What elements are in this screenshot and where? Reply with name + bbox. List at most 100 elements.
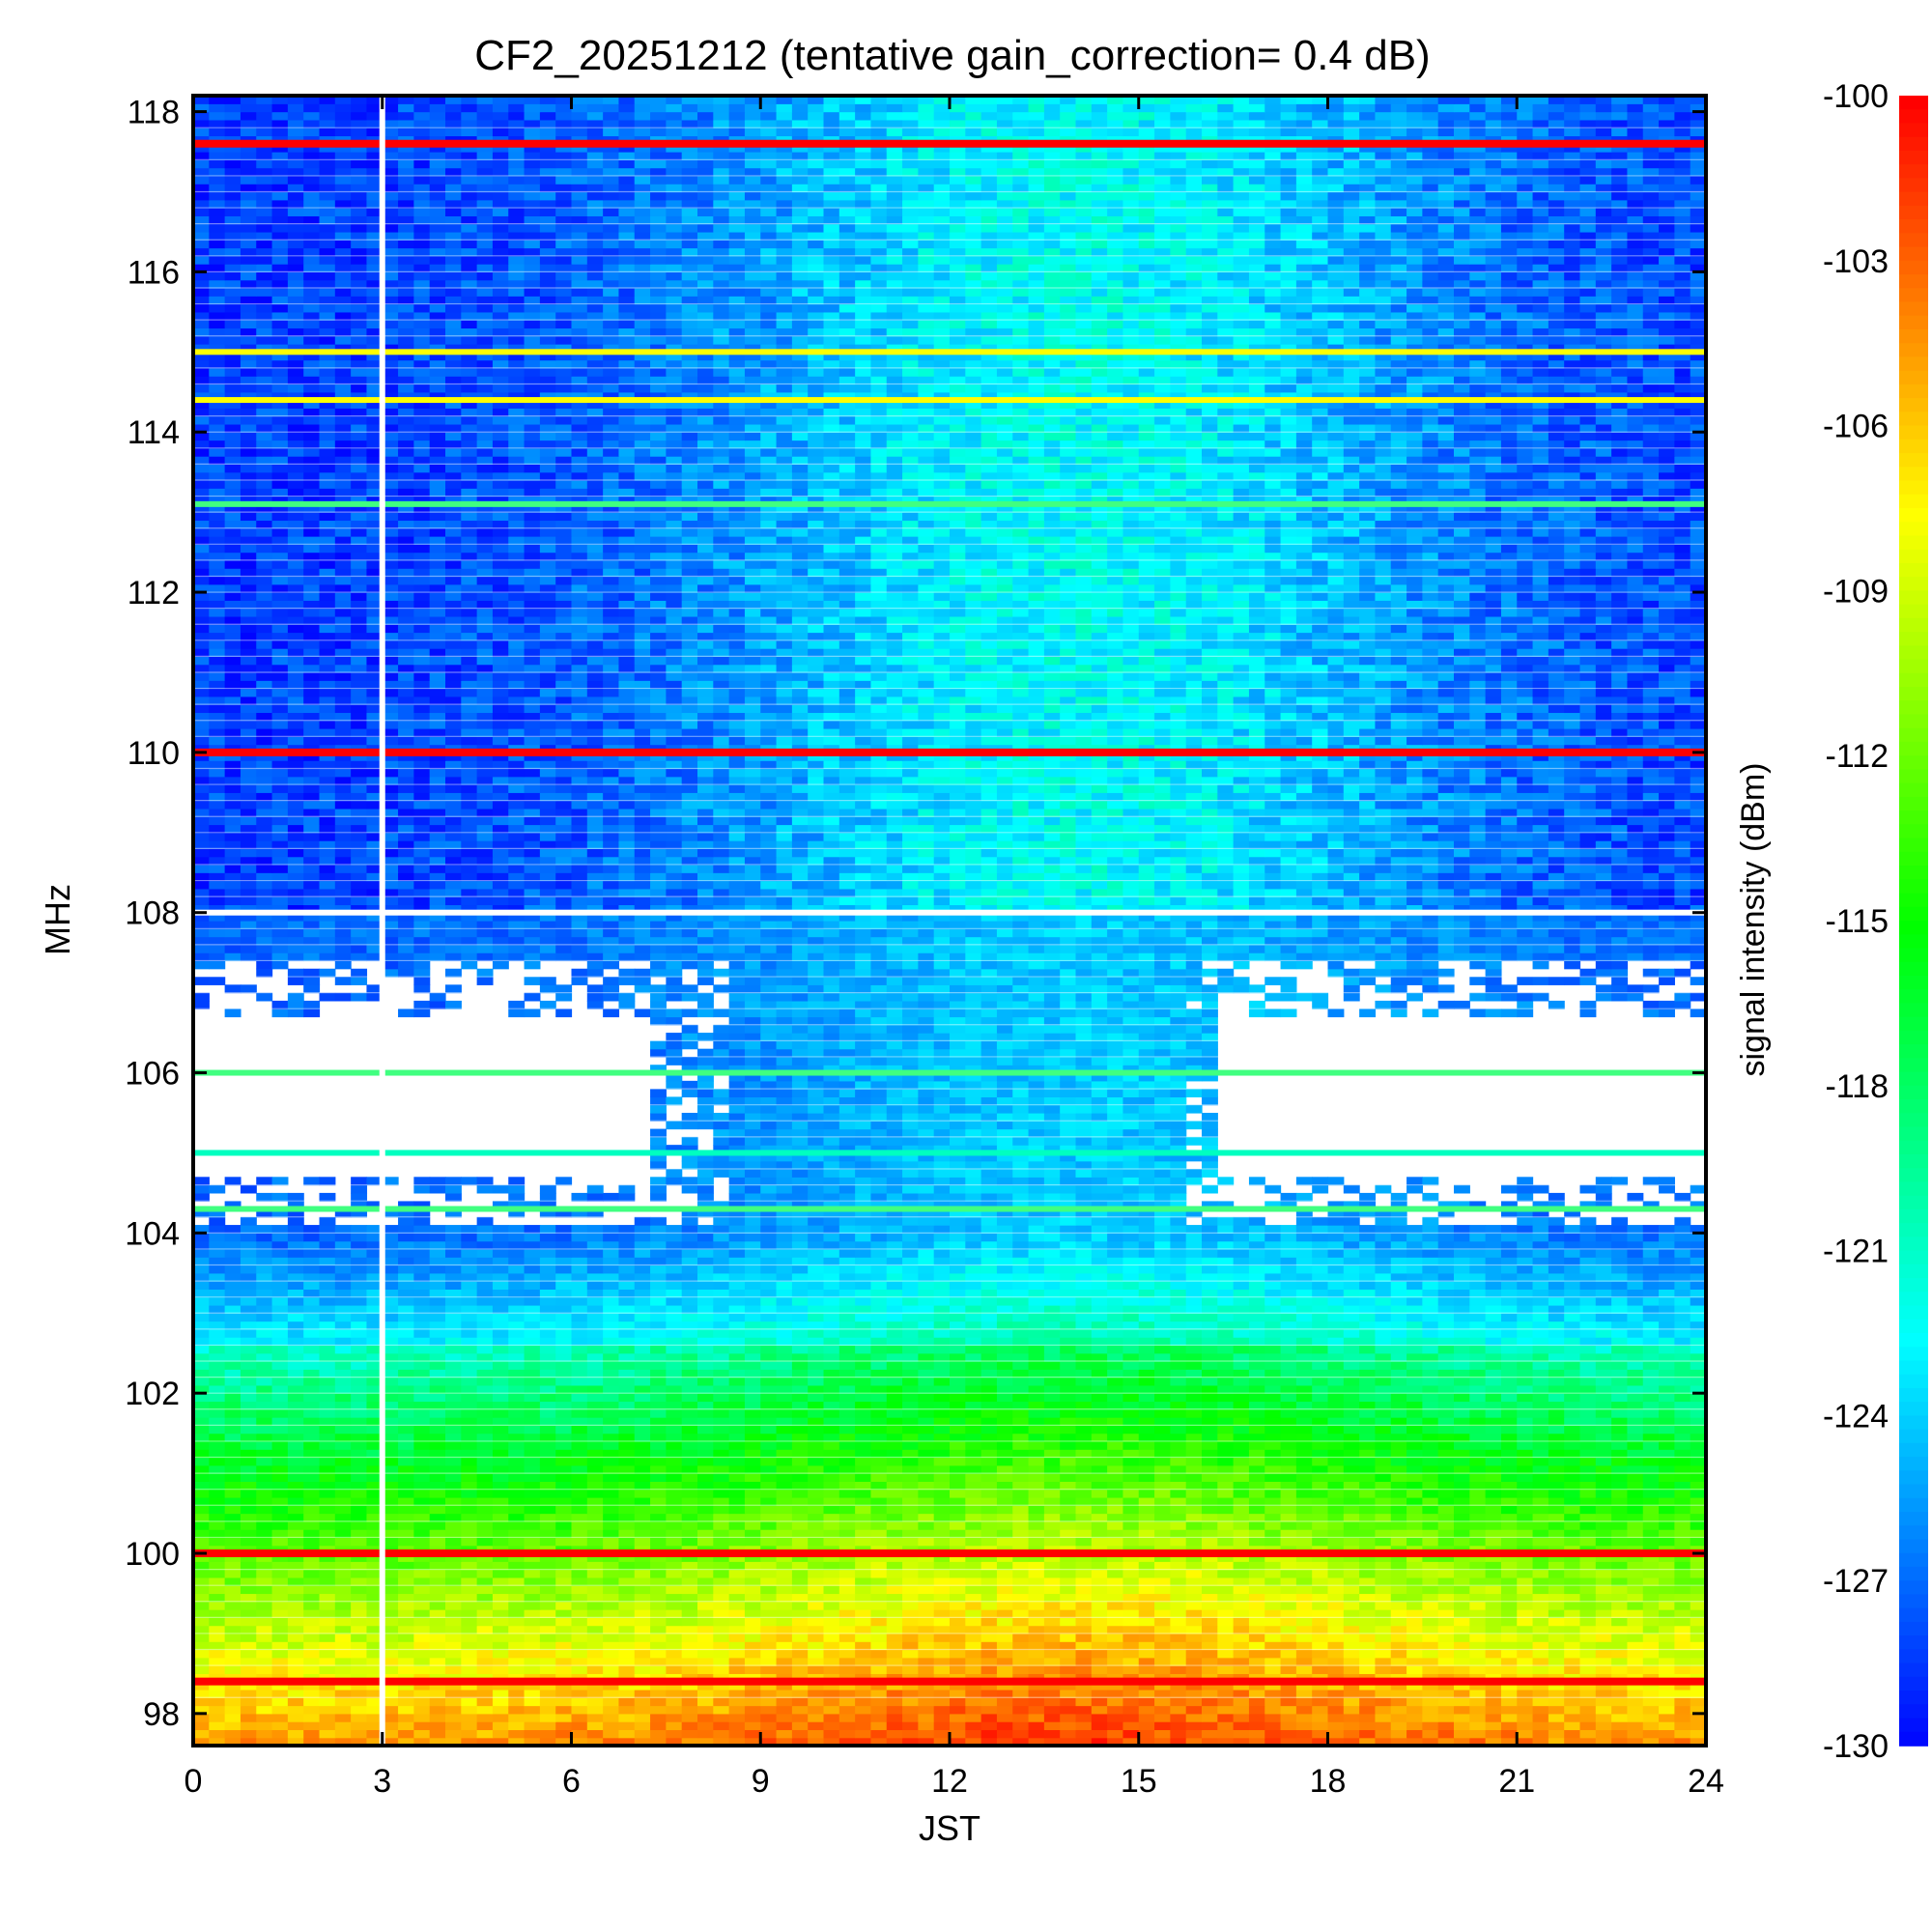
heatmap-cell [760,1593,778,1603]
heatmap-cell [1295,1361,1313,1370]
heatmap-cell [334,1737,352,1747]
heatmap-cell [1122,1328,1140,1338]
heatmap-cell [1154,1737,1171,1747]
heatmap-cell [1517,1384,1534,1394]
heatmap-cell [902,1729,919,1739]
heatmap-cell [1060,1737,1077,1747]
heatmap-cell [271,1481,289,1491]
heatmap-cell [1202,1337,1218,1347]
heatmap-cell [870,1561,888,1571]
heatmap-cell [539,1440,556,1450]
heatmap-cell [382,1328,399,1338]
heatmap-cell [508,1569,526,1578]
heatmap-cell [666,1505,683,1515]
heatmap-cell [838,1384,856,1394]
heatmap-cell [1091,1377,1108,1386]
heatmap-cell [1327,1513,1345,1522]
heatmap-cell [1564,1713,1581,1722]
heatmap-cell [1264,1464,1282,1474]
heatmap-cell [571,1705,588,1715]
heatmap-cell [1312,1593,1329,1603]
heatmap-cell [1500,1665,1518,1674]
heatmap-cell [870,1433,888,1442]
heatmap-cell [539,1657,556,1666]
heatmap-cell [366,1520,384,1530]
heatmap-cell [445,1585,462,1595]
heatmap-cell [1202,1689,1218,1698]
heatmap-cell [1611,1440,1629,1450]
heatmap-cell [1075,1328,1093,1338]
heatmap-cell [855,1633,872,1642]
heatmap-cell [209,1464,226,1474]
heatmap-cell [209,1593,226,1603]
heatmap-cell [1375,1657,1392,1666]
heatmap-cell [1454,1464,1470,1474]
heatmap-cell [1295,1729,1313,1739]
heatmap-cell [429,1609,446,1618]
heatmap-cell [980,1625,998,1634]
heatmap-cell [303,1529,321,1539]
heatmap-cell [271,1401,289,1410]
heatmap-cell [1390,1481,1407,1491]
heatmap-cell [555,1617,573,1627]
heatmap-cell [697,1520,714,1530]
heatmap-cell [1122,1625,1140,1634]
heatmap-cell [650,1489,667,1498]
heatmap-cell [1390,1657,1407,1666]
heatmap-cell [838,1553,856,1562]
heatmap-cell [744,1473,761,1482]
heatmap-cell [1154,1553,1171,1562]
heatmap-cell [1375,1737,1392,1747]
heatmap-cell [209,1537,226,1547]
heatmap-cell [1075,1577,1093,1586]
heatmap-cell [398,1633,414,1642]
heatmap-cell [271,1440,289,1450]
heatmap-cell [760,1601,778,1610]
heatmap-cell [1107,1713,1124,1722]
heatmap-cell [918,1729,935,1739]
heatmap-cell [1202,1464,1218,1474]
heatmap-cell [1406,1569,1423,1578]
heatmap-cell [1627,1328,1644,1338]
heatmap-cell [996,1425,1013,1435]
heatmap-cell [855,1689,872,1698]
heatmap-cell [1627,1505,1644,1515]
heatmap-cell [539,1633,556,1642]
heatmap-cell [713,1417,730,1426]
heatmap-cell [351,1729,368,1739]
heatmap-cell [1485,1496,1502,1506]
heatmap-cell [1012,1713,1030,1722]
heatmap-cell [224,1577,242,1586]
heatmap-cell [539,1585,556,1595]
heatmap-cell [382,1417,399,1426]
heatmap-cell [1548,1561,1565,1571]
heatmap-cell [240,1721,257,1731]
heatmap-cell [666,1464,683,1474]
heatmap-cell [256,1609,273,1618]
heatmap-cell [760,1361,778,1370]
heatmap-cell [1154,1649,1171,1659]
heatmap-cell [1138,1377,1155,1386]
heatmap-cell [1264,1369,1282,1378]
heatmap-cell [1595,1705,1612,1715]
heatmap-cell [319,1440,336,1450]
heatmap-cell [524,1328,541,1338]
heatmap-cell [838,1473,856,1482]
heatmap-cell [666,1408,683,1418]
heatmap-cell [744,1505,761,1515]
heatmap-cell [461,1496,478,1506]
heatmap-cell [965,1496,982,1506]
heatmap-cell [1012,1649,1030,1659]
heatmap-cell [1579,1569,1597,1578]
heatmap-cell [571,1440,588,1450]
heatmap-cell [1012,1384,1030,1394]
heatmap-cell [398,1729,414,1739]
heatmap-cell [1564,1449,1581,1459]
heatmap-cell [1343,1593,1360,1603]
heatmap-cell [319,1449,336,1459]
heatmap-cell [1690,1505,1707,1515]
heatmap-cell [1233,1337,1250,1347]
heatmap-cell [555,1681,573,1690]
heatmap-cell [980,1721,998,1731]
heatmap-cell [1060,1481,1077,1491]
